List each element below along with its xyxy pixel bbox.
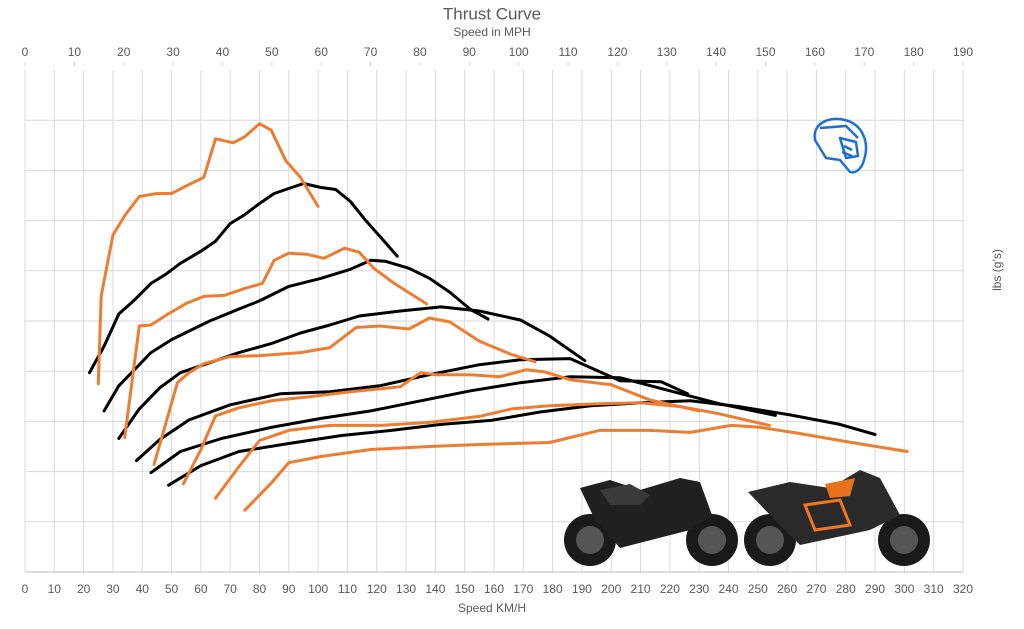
x-tick-label: 60 [194, 582, 208, 596]
x2-tick-label: 160 [805, 45, 825, 59]
x-tick-label: 240 [718, 582, 738, 596]
x2-tick-label: 180 [904, 45, 924, 59]
x-tick-label: 160 [484, 582, 504, 596]
x-tick-label: 260 [777, 582, 797, 596]
series-line [149, 375, 777, 475]
series-line [117, 305, 587, 440]
x-tick-label: 140 [425, 582, 445, 596]
x-tick-label: 110 [338, 582, 357, 596]
x2-tick-label: 150 [756, 45, 776, 59]
x2-tick-label: 10 [68, 45, 82, 59]
x-tick-label: 270 [806, 582, 826, 596]
x-tick-label: 130 [396, 582, 416, 596]
series-line [96, 122, 320, 386]
helmet-icon [813, 117, 868, 174]
series-line [214, 401, 771, 500]
x-tick-label: 90 [282, 582, 296, 596]
x-tick-label: 180 [543, 582, 563, 596]
x2-tick-label: 0 [22, 45, 29, 59]
series-line [181, 368, 701, 486]
x-tick-label: 170 [513, 582, 533, 596]
x-tick-label: 210 [631, 582, 651, 596]
series-line [88, 182, 399, 375]
x2-tick-label: 60 [315, 45, 329, 59]
x2-tick-label: 140 [706, 45, 726, 59]
x2-tick-label: 50 [265, 45, 279, 59]
x-tick-label: 70 [224, 582, 238, 596]
x2-tick-label: 30 [166, 45, 180, 59]
x2-tick-label: 40 [216, 45, 230, 59]
x-axis-label: Speed KM/H [458, 601, 526, 615]
x-tick-label: 310 [924, 582, 944, 596]
series-line [167, 399, 877, 487]
x-tick-label: 120 [367, 582, 387, 596]
motorcycle-image [744, 470, 930, 566]
x-tick-label: 40 [136, 582, 150, 596]
plot-area: 0 10 20 30 40 50 60 70 80 90 100 110 120 130 140 150 160… [22, 45, 974, 596]
x-tick-label: 280 [836, 582, 856, 596]
x2-tick-label: 110 [558, 45, 577, 59]
series-line [152, 316, 537, 467]
x-tick-label: 0 [22, 582, 29, 596]
x2-tick-label: 120 [607, 45, 627, 59]
x2-tick-label: 80 [413, 45, 427, 59]
x2-tick-label: 170 [854, 45, 874, 59]
series-line [102, 258, 490, 413]
x-tick-label: 150 [455, 582, 475, 596]
x2-tick-label: 190 [953, 45, 973, 59]
x2-tick-label: 100 [509, 45, 529, 59]
x2-tick-label: 70 [364, 45, 378, 59]
x-tick-label: 320 [953, 582, 973, 596]
x-tick-label: 20 [77, 582, 91, 596]
x2-tick-label: 90 [463, 45, 477, 59]
x-tick-label: 10 [48, 582, 62, 596]
series-line [123, 246, 429, 439]
x2-tick-label: 130 [657, 45, 677, 59]
x-tick-label: 230 [689, 582, 709, 596]
x2-tick-label: 20 [117, 45, 131, 59]
x-tick-label: 300 [894, 582, 914, 596]
motorcycle-image [564, 478, 738, 566]
x-tick-label: 100 [308, 582, 328, 596]
y-axis-label: lbs (g’s) [990, 249, 1004, 291]
x2-axis-label: Speed in MPH [453, 25, 530, 39]
x-tick-label: 190 [572, 582, 592, 596]
x-tick-label: 290 [865, 582, 885, 596]
x-tick-label: 200 [601, 582, 621, 596]
x-tick-label: 50 [165, 582, 179, 596]
x-tick-label: 80 [253, 582, 267, 596]
x-tick-label: 250 [748, 582, 768, 596]
series-line [243, 423, 909, 512]
x-tick-label: 220 [660, 582, 680, 596]
chart-title: Thrust Curve [443, 4, 541, 23]
x-tick-label: 30 [106, 582, 120, 596]
